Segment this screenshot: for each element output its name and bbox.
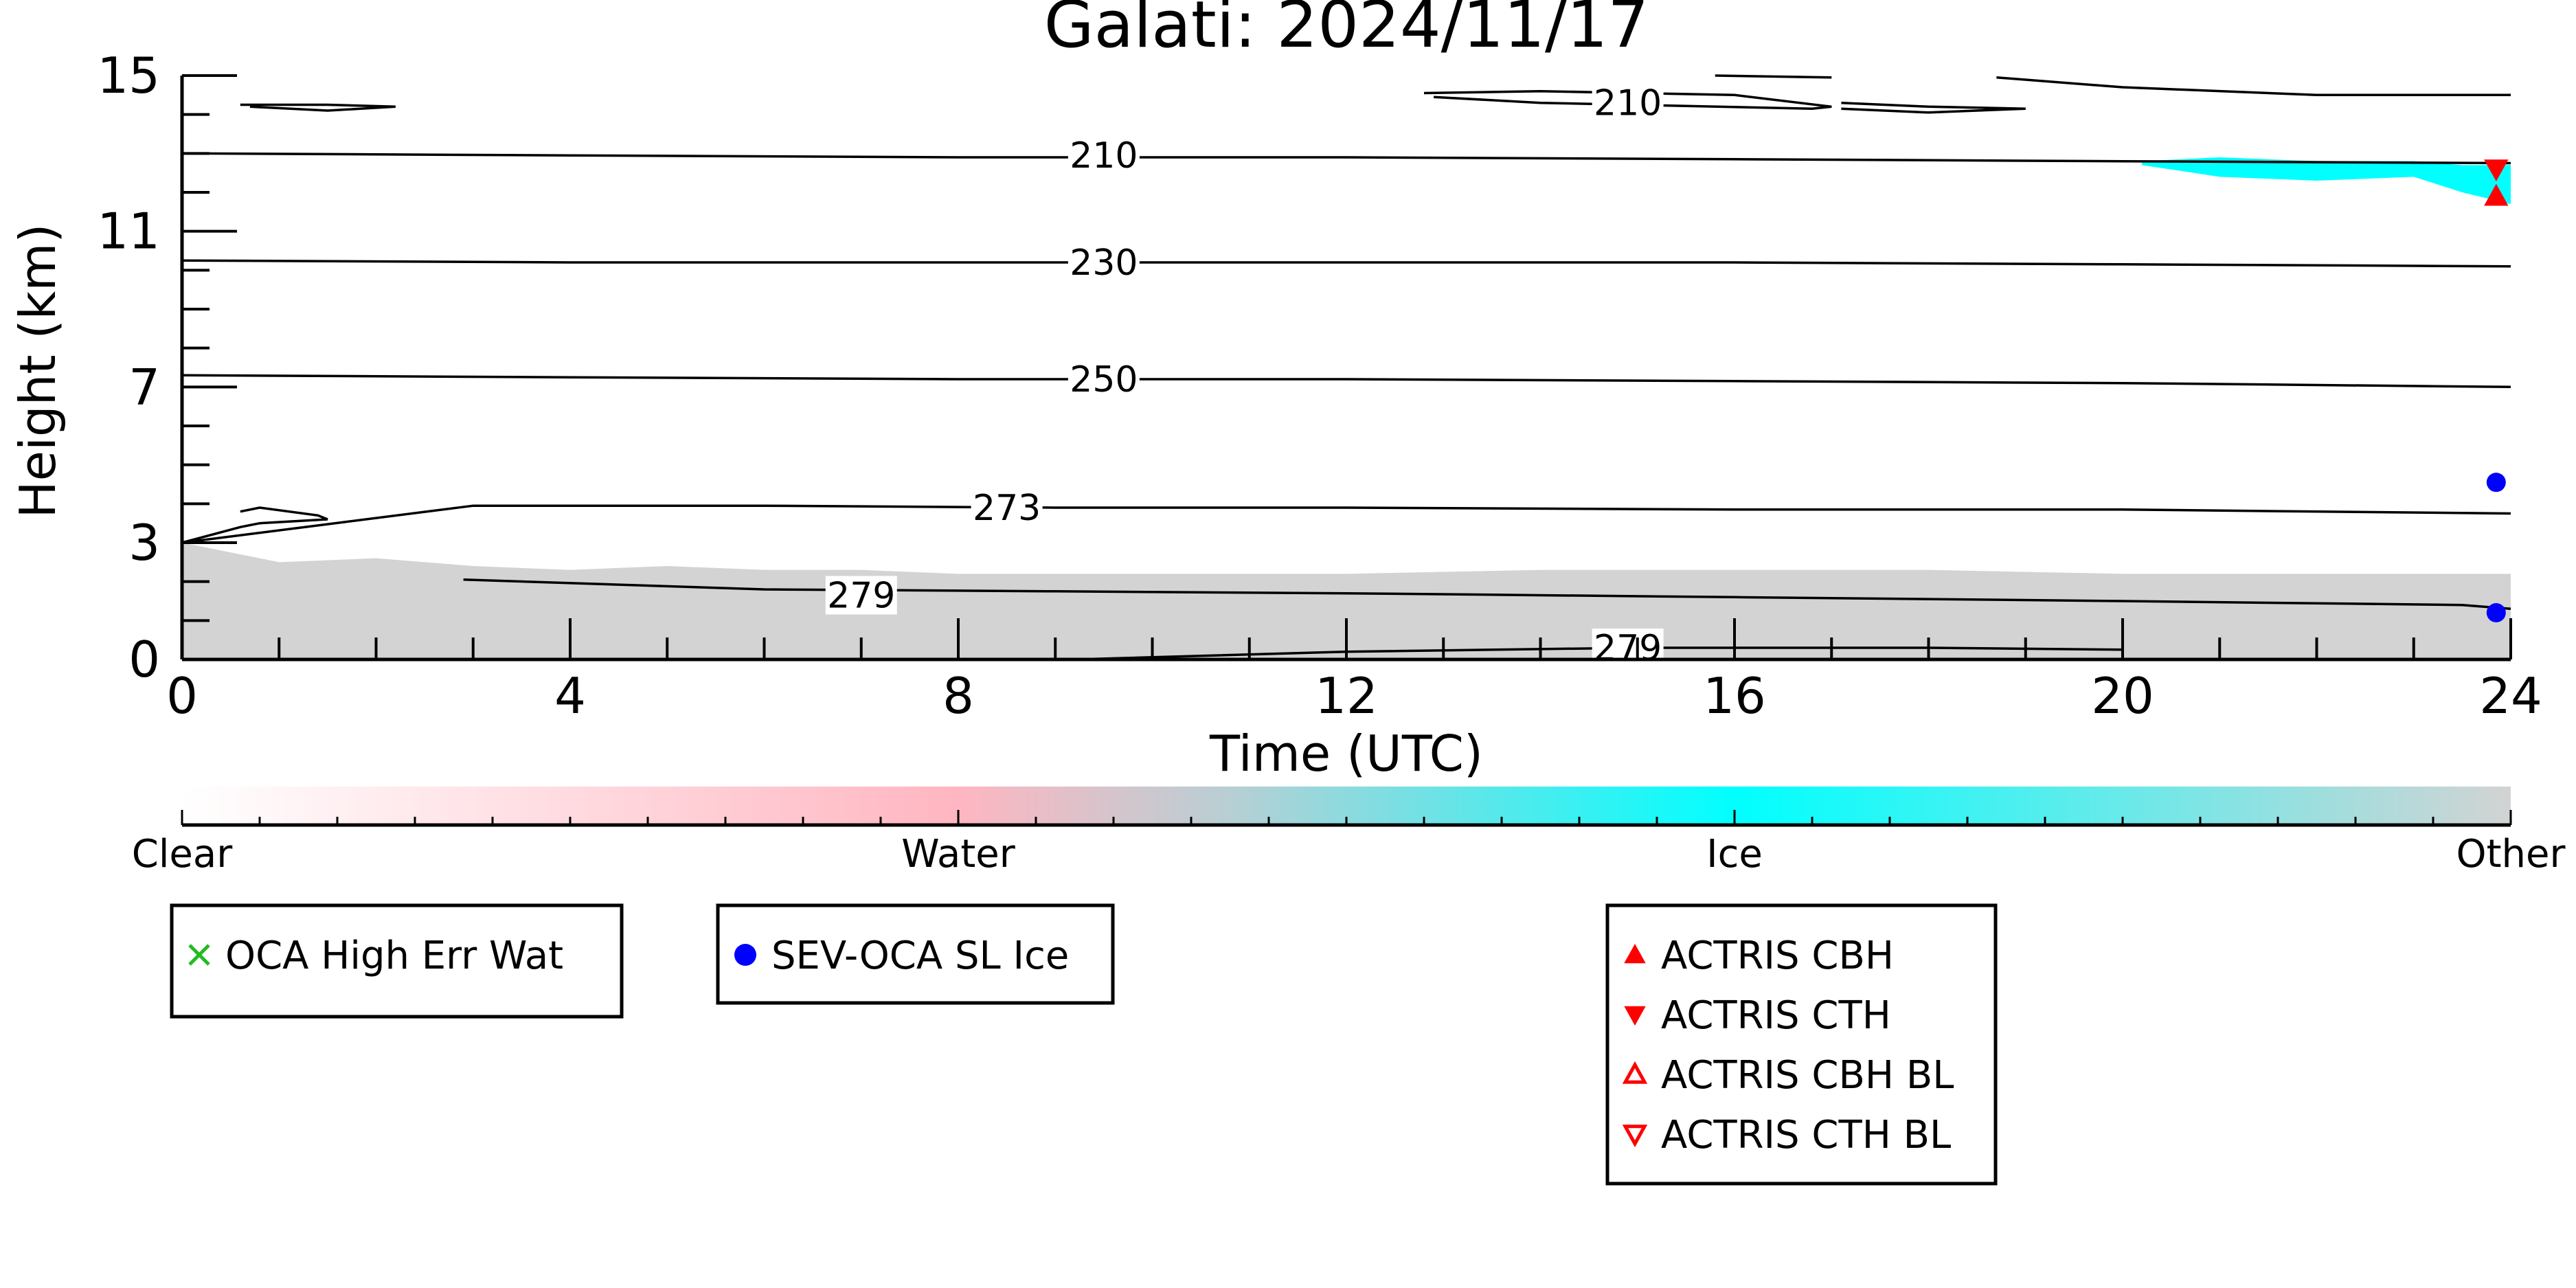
marker-triangle-down-2-0 (2484, 159, 2509, 182)
contour-label-6: 210 (1594, 83, 1662, 124)
x-tick-label: 12 (1315, 667, 1378, 725)
contour-label-bg-2 (1067, 360, 1140, 398)
marker-triangle-up-1-0 (2484, 183, 2509, 206)
x-tick-label: 4 (554, 667, 586, 725)
colorbar-label-other: Other (2456, 832, 2566, 877)
x-axis-label: Time (UTC) (1209, 725, 1483, 782)
colorbar-label-ice: Ice (1706, 832, 1763, 877)
y-tick-label: 11 (97, 203, 160, 260)
legend-symbol-x (188, 944, 210, 966)
contour-label-1: 230 (1070, 242, 1138, 284)
legend-symbol-triangle-down (1624, 1006, 1646, 1026)
contour-label-3: 273 (973, 488, 1041, 529)
legend-entry-label: ACTRIS CTH BL (1661, 1113, 1951, 1157)
contour-label-5: 279 (1594, 628, 1662, 669)
contour-label-bg-1 (1067, 243, 1140, 282)
legend-box-1 (716, 903, 1115, 1005)
legend-entry-label: ACTRIS CBH BL (1661, 1053, 1954, 1098)
legend-entry-label: OCA High Err Wat (225, 934, 563, 978)
chart-title: Galati: 2024/11/17 (1044, 0, 1649, 63)
x-tick-label: 20 (2091, 667, 2154, 725)
legend-entry-label: ACTRIS CBH (1661, 934, 1894, 978)
region-ice-1 (2142, 157, 2511, 204)
contour-line-10 (1996, 76, 2511, 97)
legend-box-0 (170, 903, 624, 1019)
contour-line-1 (181, 259, 2511, 268)
x-tick-label: 16 (1703, 667, 1766, 725)
legend-box-2 (1605, 903, 1998, 1186)
region-other-0 (182, 543, 2511, 659)
contour-label-2: 250 (1070, 359, 1138, 400)
contour-label-bg-3 (971, 488, 1043, 527)
x-tick-label: 0 (166, 667, 198, 725)
contour-line-0 (181, 152, 2511, 165)
y-tick-label: 0 (128, 631, 160, 688)
contour-line-7 (240, 103, 396, 112)
contour-line-2 (181, 374, 2511, 389)
contour-line-8 (1841, 101, 2026, 114)
legend-symbol-triangle-down-open (1622, 1125, 1648, 1148)
colorbar: Clear Water Ice Other (132, 787, 2566, 877)
legend-entry-label: ACTRIS CTH (1661, 993, 1891, 1038)
contour-line-4 (463, 578, 2511, 611)
contour-label-bg-0 (1067, 136, 1140, 175)
contour-label-0: 210 (1070, 135, 1138, 177)
contour-line-9 (1715, 74, 1832, 79)
legend-symbol-triangle-up-open (1622, 1061, 1648, 1084)
legends: OCA High Err Wat SEV-OCA SL Ice ACTRIS CBH… (170, 903, 1998, 1186)
y-axis-label: Height (km) (9, 224, 67, 519)
contour-line-6 (1423, 89, 1832, 110)
contour-label-bg-6 (1592, 83, 1664, 122)
legend-entry-label: SEV-OCA SL Ice (771, 934, 1069, 978)
legend-symbol-triangle-up (1624, 943, 1646, 964)
colorbar-label-clear: Clear (132, 832, 233, 877)
contour-line-3 (181, 504, 2511, 544)
y-tick-label: 3 (128, 514, 160, 572)
contour-label-4: 279 (827, 576, 895, 617)
plot-area: 210 230 250 273 279 279 210 0 4 8 12 16 20 24 0 3 7 11 15 (97, 47, 2542, 725)
contour-label-bg-4 (825, 576, 897, 615)
y-tick-label: 7 (128, 358, 160, 416)
legend-symbol-circle (734, 944, 756, 966)
marker-circle-0-1 (2486, 473, 2506, 493)
y-tick-label: 15 (97, 47, 160, 104)
x-tick-label: 24 (2479, 667, 2542, 725)
colorbar-label-water: Water (901, 832, 1016, 877)
marker-circle-0-0 (2486, 603, 2506, 622)
x-tick-label: 8 (942, 667, 974, 725)
